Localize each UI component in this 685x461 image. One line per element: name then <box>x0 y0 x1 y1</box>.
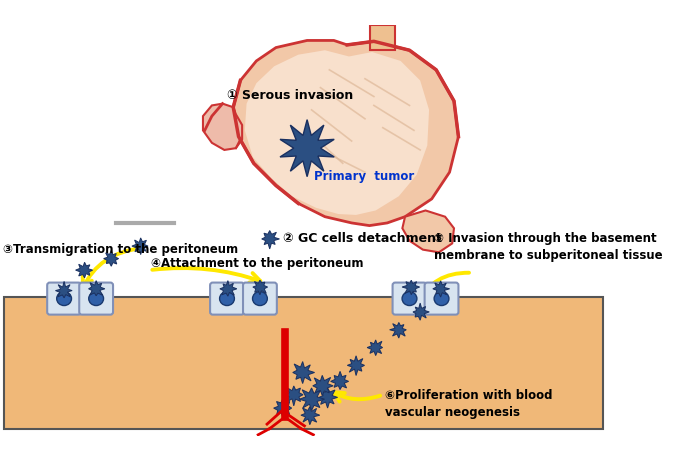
Polygon shape <box>433 281 449 297</box>
Polygon shape <box>203 104 242 150</box>
Polygon shape <box>299 388 325 410</box>
FancyBboxPatch shape <box>243 283 277 314</box>
FancyBboxPatch shape <box>79 283 113 314</box>
Polygon shape <box>367 340 383 355</box>
Bar <box>371 25 395 50</box>
Text: ⑤ Invasion through the basement
membrane to subperitoneal tissue: ⑤ Invasion through the basement membrane… <box>434 232 663 262</box>
Polygon shape <box>319 388 338 408</box>
Polygon shape <box>103 250 119 266</box>
Polygon shape <box>331 372 349 390</box>
Polygon shape <box>55 281 72 298</box>
Polygon shape <box>274 398 292 419</box>
Polygon shape <box>262 230 279 249</box>
Polygon shape <box>301 407 320 425</box>
Polygon shape <box>313 375 333 396</box>
Text: ③Transmigration to the peritoneum: ③Transmigration to the peritoneum <box>3 243 238 256</box>
Ellipse shape <box>434 292 449 306</box>
Polygon shape <box>347 356 364 376</box>
Text: Primary  tumor: Primary tumor <box>314 170 414 183</box>
Polygon shape <box>88 281 105 296</box>
Text: ② GC cells detachment: ② GC cells detachment <box>283 232 442 245</box>
Polygon shape <box>253 280 268 295</box>
FancyBboxPatch shape <box>47 283 81 314</box>
Polygon shape <box>390 322 406 338</box>
Text: ⑥Proliferation with blood
vascular neogenesis: ⑥Proliferation with blood vascular neoge… <box>384 389 552 419</box>
Polygon shape <box>413 303 429 320</box>
Polygon shape <box>402 280 420 295</box>
FancyBboxPatch shape <box>210 283 244 314</box>
Ellipse shape <box>402 292 417 306</box>
Text: ④Attachment to the peritoneum: ④Attachment to the peritoneum <box>151 257 364 271</box>
Bar <box>4 297 603 429</box>
Polygon shape <box>280 120 334 177</box>
Text: ① Serous invasion: ① Serous invasion <box>227 89 353 102</box>
Polygon shape <box>292 361 314 384</box>
Polygon shape <box>284 386 303 406</box>
Ellipse shape <box>253 292 267 306</box>
Polygon shape <box>220 281 237 296</box>
Ellipse shape <box>220 292 234 306</box>
Ellipse shape <box>89 292 103 306</box>
Polygon shape <box>75 262 92 278</box>
Polygon shape <box>402 211 454 252</box>
FancyBboxPatch shape <box>425 283 458 314</box>
Polygon shape <box>233 41 458 225</box>
Ellipse shape <box>57 292 71 306</box>
Polygon shape <box>132 238 148 254</box>
Polygon shape <box>245 50 429 215</box>
FancyBboxPatch shape <box>393 283 426 314</box>
